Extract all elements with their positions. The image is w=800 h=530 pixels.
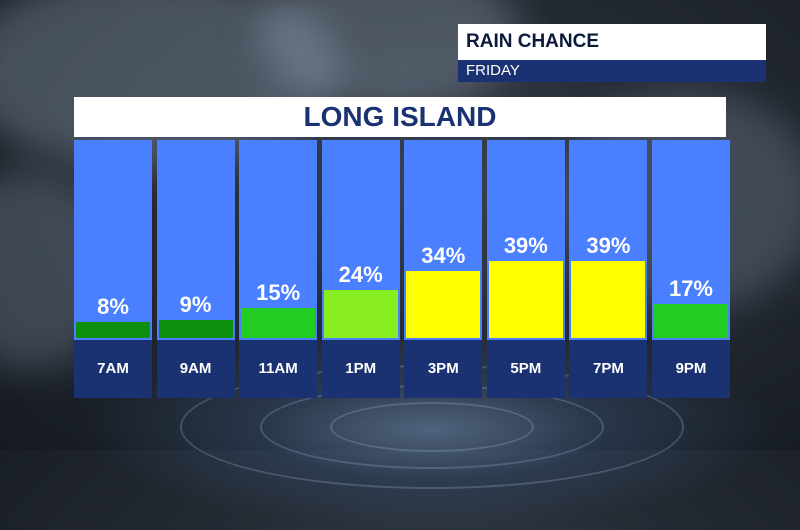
rain-chance-bar: [241, 308, 316, 338]
header-title: RAIN CHANCE: [458, 24, 766, 60]
rain-chance-bar: [158, 320, 233, 338]
time-label: 11AM: [239, 340, 318, 398]
rain-chance-bar: [76, 322, 150, 338]
time-label: 5PM: [486, 340, 565, 398]
time-label: 7PM: [569, 340, 648, 398]
time-label: 1PM: [321, 340, 400, 398]
percent-label: 34%: [421, 242, 466, 268]
rain-chance-bar: [323, 290, 398, 338]
percent-label: 24%: [338, 262, 383, 288]
chart-column: 15% 11AM: [239, 140, 318, 398]
rain-chance-bar: [653, 304, 728, 338]
percent-label: 9%: [179, 292, 212, 318]
percent-label: 17%: [668, 276, 713, 302]
chart-column: 39% 5PM: [486, 140, 565, 398]
chart-column: 39% 7PM: [569, 140, 648, 398]
percent-label: 39%: [503, 232, 548, 258]
region-title: LONG ISLAND: [74, 97, 726, 137]
time-label: 9PM: [651, 340, 730, 398]
percent-label: 15%: [256, 280, 301, 306]
chart-column: 34% 3PM: [404, 140, 483, 398]
rain-chance-bar: [406, 270, 481, 338]
time-label: 7AM: [74, 340, 152, 398]
chart-column: 17% 9PM: [651, 140, 730, 398]
header-subtitle: FRIDAY: [458, 60, 766, 82]
chart-column: 24% 1PM: [321, 140, 400, 398]
percent-label: 8%: [97, 294, 129, 320]
percent-label: 39%: [586, 232, 631, 258]
rain-chance-bar: [571, 260, 646, 338]
time-label: 3PM: [404, 340, 483, 398]
header-box: RAIN CHANCE FRIDAY: [458, 24, 766, 82]
chart-column: 9% 9AM: [156, 140, 235, 398]
rain-chance-chart: 8% 7AM 9% 9AM 15% 11AM 24% 1PM 34% 3PM 39% 5PM 39% 7P…: [74, 140, 730, 398]
chart-column: 8% 7AM: [74, 140, 152, 398]
rain-chance-bar: [488, 260, 563, 338]
time-label: 9AM: [156, 340, 235, 398]
